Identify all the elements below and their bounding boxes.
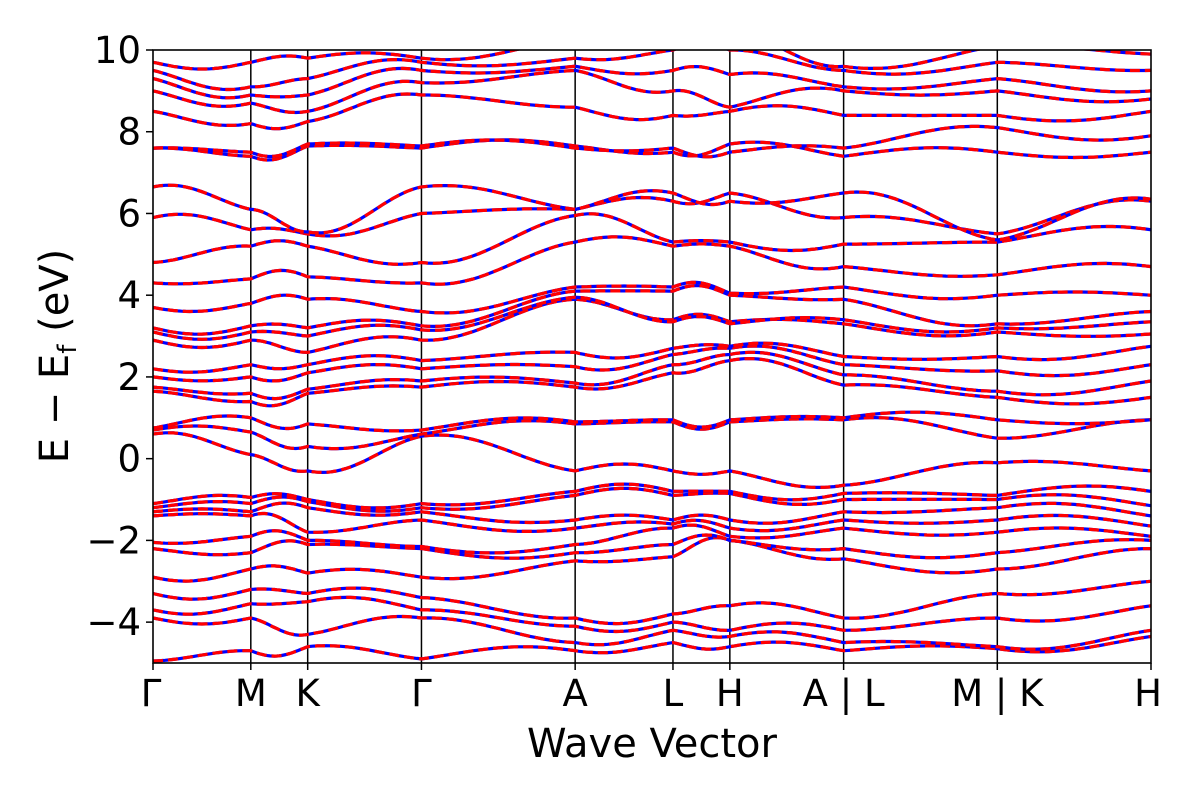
band-30-red — [153, 64, 1151, 100]
plot-frame — [152, 49, 1152, 664]
band-15-red — [153, 350, 1151, 401]
band-lines — [153, 50, 1151, 663]
y-tick-label-0: −4 — [86, 601, 141, 644]
band-10-red — [153, 482, 1151, 510]
y-tick-label-3: 2 — [117, 356, 141, 399]
band-0-red — [153, 634, 1151, 663]
band-5-red — [153, 533, 1151, 560]
kpoint-label-4: A — [562, 672, 587, 715]
band-17-red — [153, 341, 1151, 374]
band-28-red — [153, 92, 1151, 131]
kpoint-label-2: K — [296, 672, 322, 715]
band-8-red — [153, 501, 1151, 525]
y-axis-title-unit: (eV) — [32, 249, 78, 345]
kpoint-label-3: Γ — [411, 672, 432, 715]
kpoint-label-9: H — [1134, 672, 1162, 715]
y-axis-title: E − Ef (eV) — [32, 249, 83, 464]
x-axis-title: Wave Vector — [527, 721, 778, 767]
band-4-red — [153, 536, 1151, 583]
band-24-red — [153, 191, 1151, 238]
band-21-red — [153, 280, 1151, 315]
kpoint-label-8: M | K — [951, 672, 1045, 715]
y-tick-label-7: 10 — [94, 29, 141, 72]
band-9-red — [153, 486, 1151, 513]
y-axis-ticks: −4 −2 0 2 4 6 8 10 — [86, 29, 153, 644]
y-tick-label-2: 0 — [117, 438, 141, 481]
band-13-red — [153, 410, 1151, 433]
band-26-red — [153, 138, 1151, 162]
band-29-red — [153, 68, 1151, 115]
y-axis-title-main: E − E — [32, 354, 78, 464]
band-7-red — [153, 511, 1151, 534]
band-1-red — [153, 614, 1151, 651]
band-25-red — [153, 183, 1151, 242]
y-tick-label-1: −2 — [86, 519, 141, 562]
band-11-blue — [153, 431, 1151, 489]
y-tick-label-5: 6 — [117, 192, 141, 235]
band-2-red — [153, 595, 1151, 634]
band-20-red — [153, 283, 1151, 336]
band-12-red — [153, 415, 1151, 451]
band-3-red — [153, 579, 1151, 626]
band-31-red — [153, 50, 1151, 92]
band-32-red — [153, 50, 1151, 71]
band-27-red — [153, 124, 1151, 159]
kpoint-label-7: A | L — [803, 672, 885, 715]
kpoint-label-0: Γ — [141, 672, 162, 715]
band-16-red — [153, 344, 1151, 383]
kpoint-label-1: M — [235, 672, 267, 715]
y-axis-title-subscript: f — [53, 344, 83, 354]
kpoint-label-5: L — [663, 672, 684, 715]
band-22-red — [153, 235, 1151, 286]
y-tick-label-4: 4 — [117, 274, 141, 317]
band-6-red — [153, 523, 1151, 555]
band-14-red — [153, 356, 1151, 408]
kpoint-label-6: H — [716, 672, 744, 715]
band-19-red — [153, 295, 1151, 341]
band-23-red — [153, 212, 1151, 266]
y-tick-label-6: 8 — [117, 111, 141, 154]
